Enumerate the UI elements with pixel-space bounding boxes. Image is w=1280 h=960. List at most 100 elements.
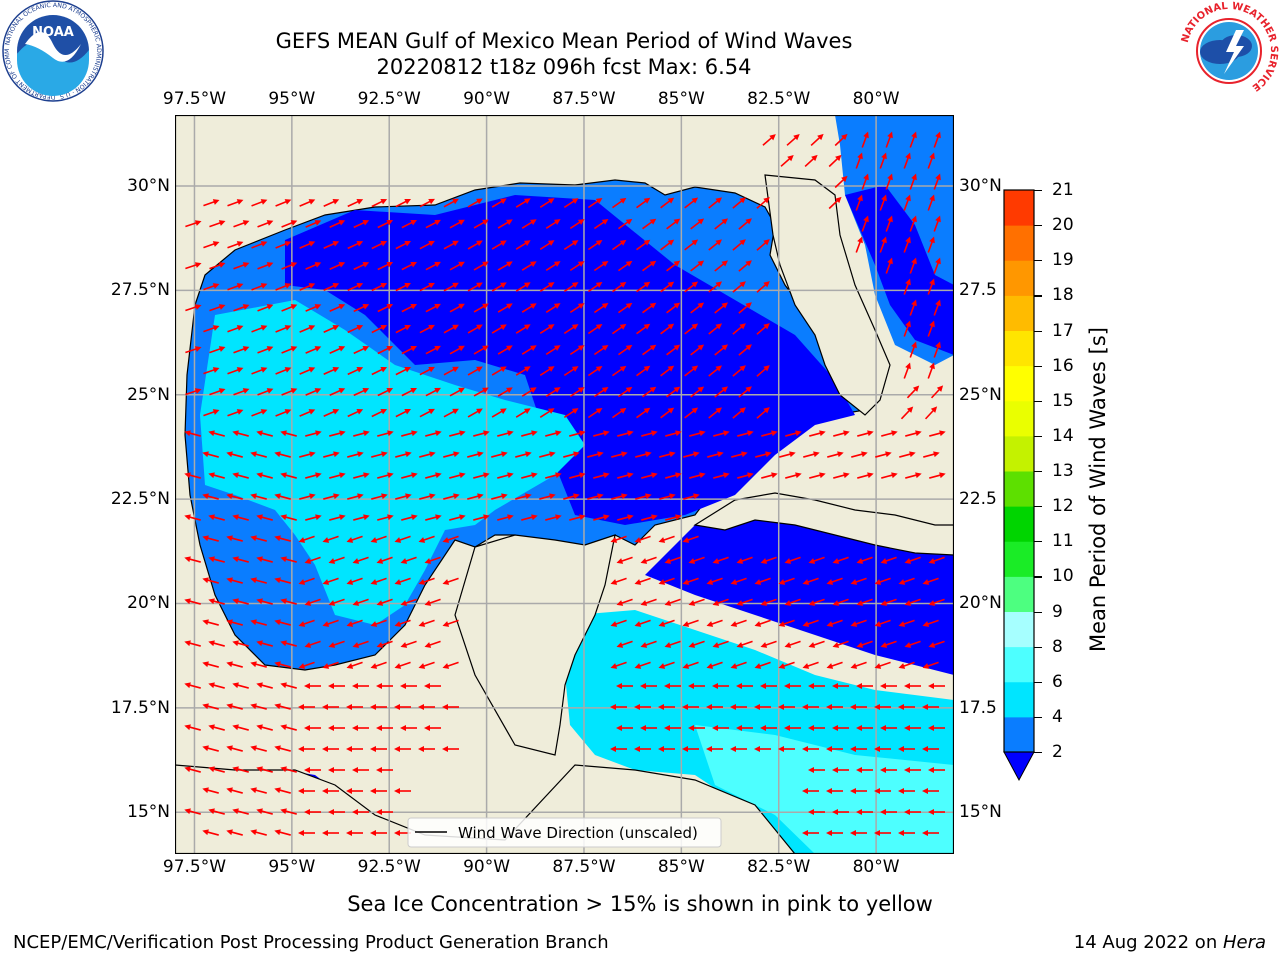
wind-wave-arrow [491,493,508,500]
wind-wave-arrow [617,514,634,521]
wind-wave-arrow [184,682,201,689]
wind-wave-arrow [563,366,579,377]
wind-wave-arrow [545,219,561,229]
wind-wave-arrow [449,219,465,229]
wind-wave-arrow [665,514,682,521]
wind-wave-arrow [250,661,267,668]
wind-wave-arrow [569,387,585,398]
wind-wave-arrow [232,808,249,815]
wind-wave-arrow [418,704,435,710]
wind-wave-arrow [736,725,753,731]
cuba-land [693,492,954,556]
wind-wave-arrow [587,239,603,251]
wind-wave-arrow [832,725,849,731]
wind-wave-arrow [714,218,729,230]
wind-wave-arrow [394,577,411,585]
wind-wave-arrow [323,199,340,207]
wind-wave-arrow [280,430,297,437]
wind-wave-arrow [826,746,843,752]
wind-wave-arrow [202,451,219,458]
lat-tick-left: 20°N [127,593,170,614]
wind-wave-arrow [473,303,489,313]
wind-wave-arrow [634,577,651,585]
wind-wave-arrow [329,388,346,396]
wind-wave-arrow [232,430,249,437]
wind-wave-arrow [515,408,531,418]
wind-wave-arrow [616,683,633,689]
wind-wave-arrow [233,388,250,396]
wind-wave-arrow [714,386,729,398]
wind-wave-arrow [491,324,507,334]
sea-ice-note: Sea Ice Concentration > 15% is shown in … [347,892,933,916]
wind-wave-arrow [617,260,633,272]
wind-wave-arrow [617,386,633,398]
wind-wave-arrow [587,451,604,458]
wind-wave-arrow [370,535,387,543]
wind-wave-arrow [636,281,651,293]
wind-wave-arrow [202,745,219,752]
wind-wave-arrow [352,640,369,648]
wind-wave-arrow [473,472,490,479]
wind-wave-arrow [634,704,651,710]
wind-wave-arrow [467,240,483,250]
wind-wave-arrow [298,746,315,752]
wind-wave-arrow [927,194,935,211]
wind-wave-arrow [226,619,243,626]
wind-wave-arrow [323,241,340,249]
wind-wave-arrow [418,619,435,627]
wind-wave-arrow [418,577,435,585]
wind-wave-arrow [666,386,681,398]
colorbar-tick-mark [1034,471,1042,473]
wind-wave-arrow [473,345,489,355]
wind-wave-arrow [299,199,316,207]
wind-wave-arrow [233,262,250,270]
wind-wave-arrow [928,556,945,564]
wind-wave-arrow [593,218,609,230]
wind-wave-arrow [635,451,652,458]
wind-wave-arrow [810,133,824,146]
wind-wave-arrow [636,407,651,419]
wind-wave-arrow [563,324,579,335]
wind-wave-arrow [322,619,339,627]
wind-wave-arrow [826,619,843,627]
wind-wave-arrow [732,323,746,335]
colorbar [1003,189,1035,782]
colorbar-tick-label: 2 [1052,742,1063,762]
wind-wave-arrow [874,830,891,836]
title-line-2: 20220812 t18z 096h fcst Max: 6.54 [376,55,752,79]
wind-wave-arrow [467,451,484,458]
wind-wave-arrow [209,220,226,228]
wind-wave-arrow [761,472,778,479]
wind-wave-arrow [328,598,345,606]
wind-wave-arrow [880,683,897,689]
wind-wave-arrow [898,619,915,627]
wind-wave-arrow [610,535,627,543]
wind-wave-arrow [370,577,387,585]
wind-wave-arrow [256,808,273,815]
wind-wave-arrow [539,198,555,208]
wind-wave-arrow [304,767,321,773]
wind-wave-arrow [226,661,243,668]
colorbar-tick-label: 8 [1052,636,1063,657]
wind-wave-arrow [827,451,844,458]
colorbar-bin [1004,435,1034,472]
wind-wave-arrow [636,197,651,209]
colorbar-bin [1004,260,1034,296]
wind-wave-arrow [425,303,441,313]
wind-wave-arrow [329,472,346,479]
wind-wave-arrow [400,598,417,606]
wind-wave-arrow [322,746,339,752]
wind-wave-arrow [708,407,723,419]
wind-wave-arrow [706,704,723,710]
wind-wave-arrow [730,577,747,585]
wind-wave-arrow [928,598,945,606]
wind-wave-arrow [786,134,800,146]
wind-wave-arrow [616,556,633,564]
wind-wave-arrow [611,281,627,293]
wind-wave-arrow [280,682,297,689]
wind-wave-arrow [424,556,441,564]
wind-wave-arrow [898,577,915,585]
wind-wave-arrow [256,556,273,563]
wind-wave-arrow [491,198,507,208]
wind-wave-arrow [208,556,225,563]
